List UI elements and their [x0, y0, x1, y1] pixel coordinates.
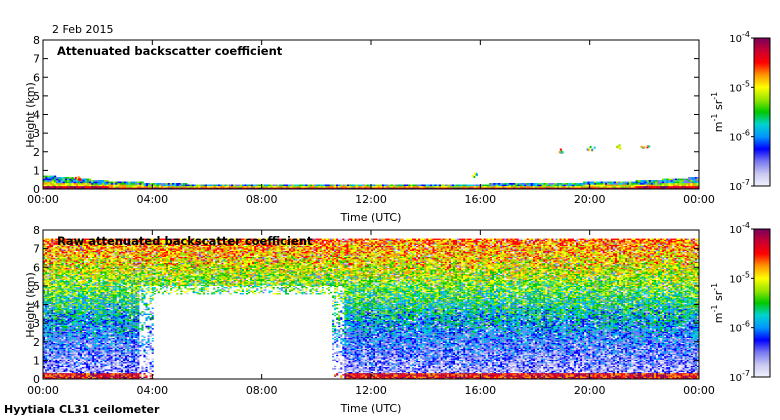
cloud-patch [646, 144, 649, 147]
plot-area-top [43, 40, 699, 189]
y-tick-label: 5 [33, 280, 40, 293]
x-label-top: Time (UTC) [340, 211, 402, 224]
panel-raw: 0 1 2 3 4 5 6 7 8 00:00 04:00 08:00 12:00 16:00 20:00… [24, 221, 771, 415]
y-tick-label: 2 [33, 336, 40, 349]
x-tick-label: 08:00 [246, 193, 278, 206]
cloud-patch [559, 148, 562, 151]
y-axis-top: 0 1 2 3 4 5 6 7 8 [33, 34, 699, 196]
x-tick-label: 00:00 [683, 384, 715, 397]
cloud-patch [643, 146, 646, 149]
y-tick-label: 5 [33, 90, 40, 103]
cloud-patch [475, 173, 478, 176]
cloud-patch [558, 151, 561, 154]
cloud-patch [561, 151, 564, 154]
y-tick-label: 3 [33, 317, 40, 330]
y-tick-label: 1 [33, 164, 40, 177]
x-tick-label: 20:00 [574, 193, 606, 206]
cloud-patch [642, 146, 645, 149]
x-tick-label: 16:00 [464, 193, 496, 206]
panel-title-top: Attenuated backscatter coefficient [57, 44, 283, 58]
x-label-bottom: Time (UTC) [340, 402, 402, 415]
cloud-patch [618, 146, 621, 149]
cloud-patch [473, 175, 476, 178]
colorbar-gradient [753, 228, 771, 378]
x-tick-label: 00:00 [27, 193, 59, 206]
x-tick-label: 12:00 [355, 384, 387, 397]
y-tick-label: 4 [33, 109, 40, 122]
x-tick-label: 20:00 [574, 384, 606, 397]
colorbar-tick-label: 10-4 [729, 30, 750, 45]
cloud-patch [588, 147, 591, 150]
colorbar-tick-label: 10-6 [729, 320, 750, 335]
cloud-patch [559, 151, 562, 154]
y-label-top: Height (km) [24, 82, 37, 148]
cloud-patch [77, 176, 80, 179]
y-tick-label: 6 [33, 71, 40, 84]
instrument-label: Hyytiala CL31 ceilometer [4, 403, 160, 416]
colorbar-tick-label: 10-6 [729, 129, 750, 144]
cloud-patch [618, 145, 621, 148]
colorbar-gradient [753, 37, 771, 187]
y-tick-label: 0 [33, 183, 40, 196]
colorbar-tick-label: 10-5 [729, 79, 750, 94]
colorbar-tick-label: 10-7 [729, 178, 750, 193]
x-axis-bottom: 00:00 04:00 08:00 12:00 16:00 20:00 00:00 [27, 230, 715, 397]
cloud-patch [646, 146, 649, 149]
colorbar-tick-label: 10-5 [729, 270, 750, 285]
cloud-patch [79, 178, 82, 181]
cloud-patch [587, 149, 590, 152]
x-tick-label: 08:00 [246, 384, 278, 397]
cloud-patch [640, 145, 643, 148]
x-tick-label: 16:00 [464, 384, 496, 397]
x-tick-label: 00:00 [683, 193, 715, 206]
cloud-patch [77, 178, 80, 181]
y-tick-label: 4 [33, 299, 40, 312]
x-tick-label: 12:00 [355, 193, 387, 206]
y-tick-label: 8 [33, 224, 40, 237]
y-tick-label: 7 [33, 53, 40, 66]
colorbar-top: 10-4 10-5 10-6 10-7 m-1 sr-1 [710, 30, 771, 193]
cloud-patch [619, 147, 622, 150]
panel-title-bottom: Raw attenuated backscatter coefficient [57, 234, 313, 248]
cloud-patch [74, 176, 77, 179]
colorbar-unit: m-1 sr-1 [710, 92, 725, 132]
y-axis-bottom: 0 1 2 3 4 5 6 7 8 [33, 224, 699, 386]
cloud-patch [471, 174, 474, 177]
cloud-patch [593, 146, 596, 149]
cloud-patch [618, 144, 621, 147]
backscatter-field-top [43, 144, 699, 189]
x-axis-top: 00:00 04:00 08:00 12:00 16:00 20:00 00:00 [27, 40, 715, 206]
y-tick-label: 7 [33, 243, 40, 256]
y-label-bottom: Height (km) [24, 272, 37, 338]
y-tick-label: 2 [33, 146, 40, 159]
colorbar-tick-label: 10-4 [729, 221, 750, 236]
cloud-patch [616, 145, 619, 148]
y-tick-label: 0 [33, 373, 40, 386]
y-tick-label: 8 [33, 34, 40, 47]
cloud-patch [586, 148, 589, 151]
panel-attenuated: 0 1 2 3 4 5 6 7 8 00:00 04:00 08:00 12:00 16:00 20:00… [24, 30, 771, 224]
x-tick-label: 00:00 [27, 384, 59, 397]
y-tick-label: 6 [33, 261, 40, 274]
colorbar-tick-label: 10-7 [729, 369, 750, 384]
cloud-patch [560, 150, 563, 153]
x-tick-label: 04:00 [136, 384, 168, 397]
cloud-patch [474, 172, 477, 175]
colorbar-bottom: 10-4 10-5 10-6 10-7 m-1 sr-1 [710, 221, 771, 384]
colorbar-unit: m-1 sr-1 [710, 283, 725, 323]
y-tick-label: 3 [33, 127, 40, 140]
y-tick-label: 1 [33, 354, 40, 367]
cloud-patch [73, 179, 76, 182]
date-label: 2 Feb 2015 [52, 23, 113, 36]
cloud-patch [78, 177, 81, 180]
cloud-patch [648, 145, 651, 148]
cloud-patch [591, 148, 594, 151]
cloud-patch [589, 146, 592, 149]
backscatter-field-bottom [43, 238, 699, 379]
x-tick-label: 04:00 [136, 193, 168, 206]
